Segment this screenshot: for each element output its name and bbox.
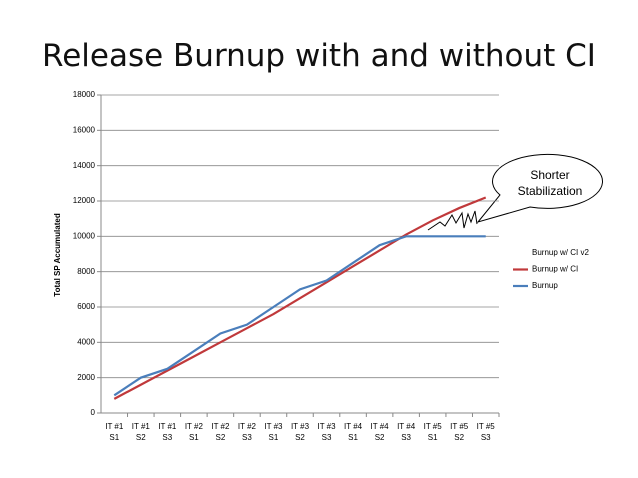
y-tick-label: 18000 — [73, 90, 96, 99]
legend-label: Burnup w/ CI v2 — [532, 248, 589, 257]
squiggle — [427, 210, 478, 231]
x-tick-label: IT #1 S2 — [131, 422, 150, 442]
y-tick-label: 16000 — [73, 125, 96, 134]
series-line — [113, 235, 486, 397]
x-tick-label: IT #3 S1 — [264, 422, 283, 442]
y-tick-label: 6000 — [77, 302, 95, 311]
x-tick-label: IT #5 S3 — [476, 422, 495, 442]
x-tick-label: IT #2 S1 — [184, 422, 203, 442]
x-tick-label: IT #1 S3 — [158, 422, 177, 442]
y-tick-label: 0 — [91, 408, 96, 417]
series-line — [113, 196, 487, 400]
x-tick-label: IT #3 S3 — [317, 422, 336, 442]
x-tick-label: IT #3 S2 — [290, 422, 310, 442]
x-tick-label: IT #1 S1 — [105, 422, 124, 442]
y-tick-label: 4000 — [77, 337, 95, 346]
y-tick-label: 8000 — [77, 267, 95, 276]
callout — [476, 153, 604, 223]
x-tick-label: IT #5 S2 — [450, 422, 469, 442]
legend-label: Burnup — [532, 281, 558, 290]
y-tick-label: 12000 — [73, 196, 96, 205]
y-axis-label: Total SP Accumulated — [53, 213, 62, 297]
y-tick-label: 2000 — [77, 373, 95, 382]
x-tick-label: IT #4 S2 — [370, 422, 389, 442]
x-tick-label: IT #5 S1 — [423, 422, 442, 442]
x-tick-label: IT #2 S3 — [237, 422, 256, 442]
y-tick-label: 10000 — [73, 231, 96, 240]
annotation: Shorter Stabilization — [517, 168, 583, 198]
x-tick-label: IT #2 S2 — [211, 422, 230, 442]
x-tick-label: IT #4 S1 — [344, 422, 363, 442]
y-tick-label: 14000 — [73, 161, 96, 170]
chart-title: Release Burnup with and without CI — [42, 38, 596, 74]
x-tick-label: IT #4 S3 — [397, 422, 416, 442]
legend-label: Burnup w/ CI — [532, 265, 578, 274]
